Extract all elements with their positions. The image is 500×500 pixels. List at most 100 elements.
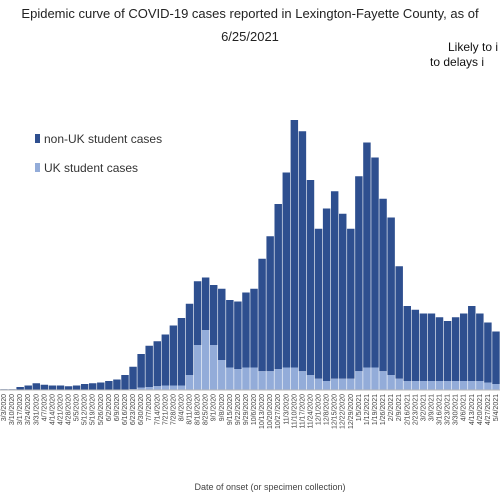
x-tick-label: 1/26/2021 <box>380 394 387 425</box>
x-tick-label: 11/3/2020 <box>283 394 290 425</box>
x-tick-label: 6/30/2020 <box>138 394 145 425</box>
bar-non-uk-9 <box>72 385 81 390</box>
bar-non-uk-47 <box>379 198 387 372</box>
x-tick-label: 6/23/2020 <box>130 394 137 425</box>
bar-uk-34 <box>274 369 282 390</box>
bar-non-uk-24 <box>193 281 202 345</box>
bar-non-uk-11 <box>89 383 97 390</box>
bar-non-uk-16 <box>129 366 137 390</box>
legend-label-non-uk: non-UK student cases <box>44 132 162 146</box>
bar-uk-22 <box>177 385 186 390</box>
chart-title-line-1: Epidemic curve of COVID-19 cases reporte… <box>21 6 479 21</box>
x-tick-label: 4/7/2020 <box>41 394 48 421</box>
bar-uk-17 <box>137 387 145 390</box>
bar-non-uk-5 <box>40 384 49 390</box>
bar-non-uk-46 <box>371 157 379 368</box>
bar-non-uk-27 <box>218 288 226 360</box>
bar-non-uk-8 <box>64 386 73 390</box>
bar-uk-59 <box>476 381 484 390</box>
legend-swatch-uk <box>35 163 40 172</box>
x-tick-label: 3/31/2020 <box>33 394 40 425</box>
bar-non-uk-33 <box>266 236 274 372</box>
x-tick-label: 9/1/2020 <box>211 394 218 421</box>
x-tick-label: 4/28/2020 <box>66 394 73 425</box>
annotation-line-2: to delays i <box>430 55 484 69</box>
x-tick-label: 3/23/2021 <box>445 394 452 425</box>
bar-uk-21 <box>169 385 178 390</box>
bar-non-uk-29 <box>234 301 242 369</box>
bar-non-uk-39 <box>314 228 323 379</box>
bar-non-uk-34 <box>274 204 282 369</box>
x-tick-label: 6/9/2020 <box>114 394 121 421</box>
bar-uk-33 <box>266 371 274 390</box>
bar-uk-36 <box>290 367 299 390</box>
bar-non-uk-41 <box>330 191 339 379</box>
bar-uk-47 <box>379 371 387 390</box>
x-tick-label: 8/11/2020 <box>187 394 194 425</box>
x-tick-label: 11/17/2020 <box>299 394 306 429</box>
bar-non-uk-23 <box>185 303 194 375</box>
bar-uk-50 <box>403 381 411 390</box>
chart-title-line-2: 6/25/2021 <box>221 29 279 44</box>
bar-non-uk-32 <box>258 258 266 372</box>
x-tick-label: 8/18/2020 <box>195 394 202 425</box>
bar-uk-51 <box>411 381 420 390</box>
bar-uk-23 <box>185 375 194 390</box>
bar-non-uk-58 <box>468 306 476 381</box>
bar-non-uk-35 <box>282 172 291 368</box>
bar-uk-26 <box>209 345 218 390</box>
x-tick-label: 4/27/2021 <box>485 394 492 425</box>
bar-non-uk-28 <box>226 300 234 368</box>
bar-non-uk-59 <box>476 313 484 381</box>
bar-non-uk-60 <box>484 322 492 383</box>
bar-non-uk-25 <box>201 277 210 330</box>
bar-uk-41 <box>330 378 339 390</box>
x-tick-label: 3/2/2021 <box>420 394 427 421</box>
bar-uk-37 <box>298 371 307 390</box>
bar-non-uk-20 <box>161 334 170 386</box>
bar-non-uk-14 <box>113 379 121 390</box>
bar-uk-24 <box>193 345 202 390</box>
bar-non-uk-13 <box>105 381 113 390</box>
bar-uk-19 <box>153 386 161 390</box>
bar-non-uk-51 <box>411 309 420 381</box>
x-tick-label: 4/21/2020 <box>57 394 64 425</box>
bar-uk-32 <box>258 371 266 390</box>
bar-uk-54 <box>435 381 444 390</box>
bar-uk-60 <box>484 382 492 390</box>
x-tick-label: 2/23/2021 <box>412 394 419 425</box>
x-tick-label: 3/17/2020 <box>17 394 24 425</box>
bar-non-uk-4 <box>32 383 41 390</box>
x-tick-label: 2/9/2021 <box>396 394 403 421</box>
bar-non-uk-30 <box>242 292 250 368</box>
bar-non-uk-6 <box>48 385 57 390</box>
bar-uk-45 <box>363 367 371 390</box>
bar-uk-46 <box>371 367 379 390</box>
x-tick-label: 11/24/2020 <box>307 394 314 429</box>
x-tick-label: 6/16/2020 <box>122 394 129 425</box>
bar-non-uk-57 <box>459 313 468 381</box>
x-tick-label: 5/5/2020 <box>74 394 81 421</box>
x-tick-label: 4/14/2020 <box>49 394 56 425</box>
x-tick-label: 12/1/2020 <box>316 394 323 425</box>
bar-non-uk-21 <box>169 325 178 386</box>
bar-non-uk-52 <box>419 313 428 381</box>
x-tick-label: 4/13/2021 <box>469 394 476 425</box>
bar-non-uk-19 <box>153 341 161 387</box>
bar-non-uk-18 <box>145 345 153 387</box>
bar-uk-38 <box>306 375 315 390</box>
x-tick-label: 10/27/2020 <box>275 394 282 429</box>
x-tick-label: 3/9/2021 <box>428 394 435 421</box>
x-tick-label: 9/15/2020 <box>227 394 234 425</box>
x-tick-label: 1/5/2021 <box>356 394 363 421</box>
bar-uk-18 <box>145 387 153 390</box>
x-tick-label: 9/29/2020 <box>243 394 250 425</box>
bar-non-uk-3 <box>24 385 32 390</box>
x-tick-label: 8/4/2020 <box>178 394 185 421</box>
bar-non-uk-49 <box>395 266 403 379</box>
bar-uk-44 <box>355 371 363 390</box>
bar-non-uk-37 <box>298 131 307 372</box>
bar-uk-40 <box>322 381 331 390</box>
x-tick-label: 5/19/2020 <box>90 394 97 425</box>
bar-non-uk-43 <box>347 228 355 379</box>
